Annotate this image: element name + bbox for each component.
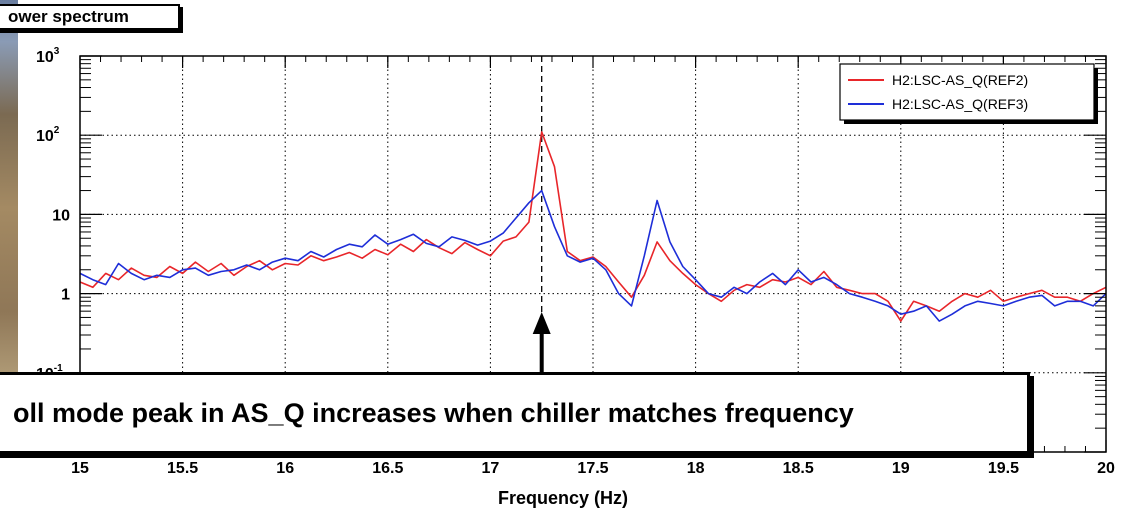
legend-label-1: H2:LSC-AS_Q(REF2)	[892, 72, 1028, 88]
y-tick-label: 103	[36, 46, 60, 66]
legend: H2:LSC-AS_Q(REF2) H2:LSC-AS_Q(REF3)	[839, 63, 1098, 124]
x-tick-label: 17.5	[577, 460, 608, 477]
x-axis-label: Frequency (Hz)	[497, 488, 629, 508]
frequency-marker	[532, 56, 551, 386]
y-tick-label: 102	[36, 125, 60, 145]
x-tick-label: 17	[482, 460, 500, 477]
y-tick-label: 10	[52, 207, 70, 224]
x-tick-label: 15.5	[167, 460, 198, 477]
series-layer	[79, 131, 1107, 322]
x-tick-label: 18	[687, 460, 705, 477]
legend-box	[839, 63, 1095, 121]
series-line-1	[79, 131, 1107, 322]
annotation-callout: oll mode peak in AS_Q increases when chi…	[0, 372, 1030, 454]
y-tick-label: 1	[61, 287, 70, 304]
x-tick-label: 16	[276, 460, 294, 477]
x-tick-label: 15	[71, 460, 89, 477]
x-tick-label: 16.5	[372, 460, 403, 477]
series-line-2	[79, 189, 1107, 322]
marker-arrow-head	[532, 312, 551, 334]
x-tick-label: 19.5	[988, 460, 1019, 477]
legend-label-2: H2:LSC-AS_Q(REF3)	[892, 96, 1028, 112]
x-tick-label: 20	[1097, 460, 1115, 477]
x-tick-label: 19	[892, 460, 910, 477]
panel-title: ower spectrum	[0, 4, 180, 30]
x-tick-label: 18.5	[783, 460, 814, 477]
